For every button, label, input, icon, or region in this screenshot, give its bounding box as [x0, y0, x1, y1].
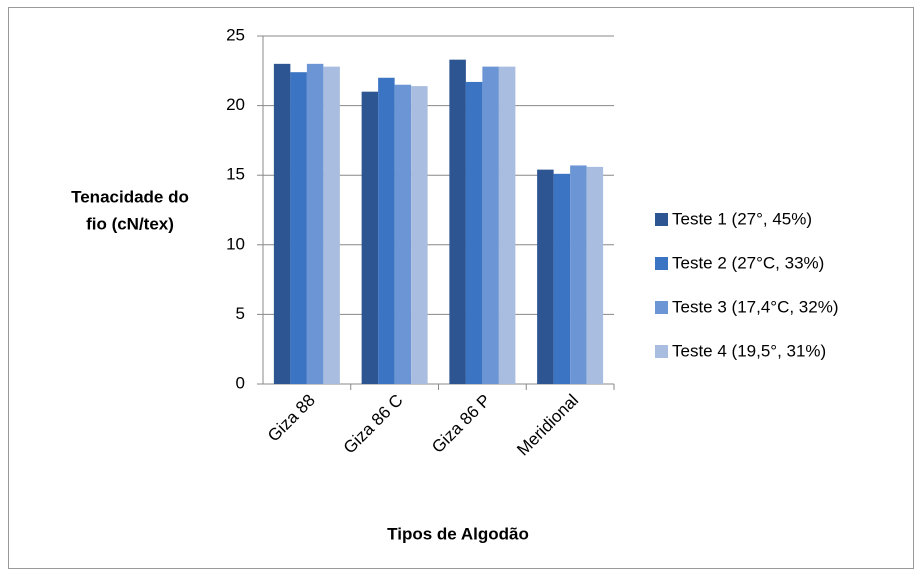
- bar: [306, 63, 324, 385]
- y-tick-label: 25: [226, 25, 245, 44]
- y-tick-label: 5: [236, 304, 245, 323]
- bar: [482, 66, 499, 385]
- bar: [394, 84, 412, 384]
- bar: [553, 173, 571, 384]
- legend-label: Teste 1 (27°, 45%): [672, 209, 812, 228]
- bar: [449, 59, 466, 384]
- legend-swatch: [655, 345, 668, 358]
- y-tick-label: 0: [236, 373, 245, 392]
- bar: [411, 86, 428, 384]
- bar: [361, 91, 379, 385]
- legend-label: Teste 2 (27°C, 33%): [672, 253, 824, 272]
- legend-swatch: [655, 257, 668, 270]
- bar: [465, 81, 483, 384]
- y-tick-label: 10: [226, 234, 245, 253]
- legend-label: Teste 3 (17,4°C, 32%): [672, 297, 839, 316]
- bar: [586, 166, 604, 384]
- x-axis-title: Tipos de Algodão: [387, 524, 529, 543]
- legend-swatch: [655, 301, 668, 314]
- bar: [537, 169, 554, 384]
- y-axis-title: Tenacidade do: [71, 187, 189, 206]
- bar: [273, 63, 291, 385]
- y-tick-label: 20: [226, 95, 245, 114]
- bar: [570, 165, 587, 384]
- bar: [323, 66, 340, 385]
- legend-label: Teste 4 (19,5°, 31%): [672, 341, 826, 360]
- bar: [290, 72, 307, 384]
- bar: [378, 77, 395, 384]
- y-axis-title: fio (cN/tex): [86, 214, 174, 233]
- legend-swatch: [655, 213, 668, 226]
- bar: [498, 66, 516, 385]
- y-tick-label: 15: [226, 165, 245, 184]
